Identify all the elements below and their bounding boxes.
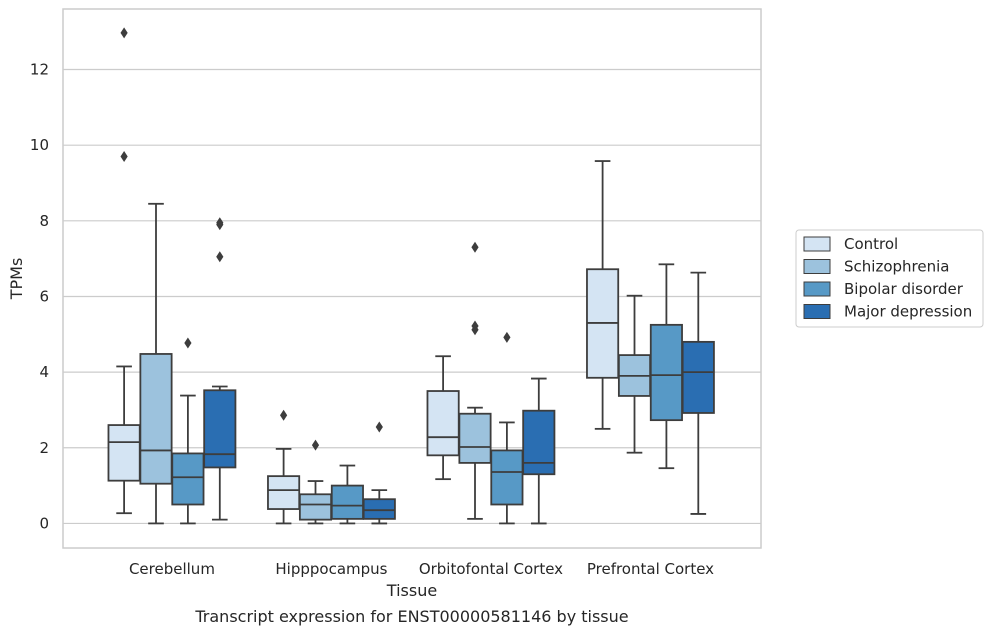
box-iqr (330, 484, 364, 520)
x-tick-label-prefrontal-cortex: Prefrontal Cortex (587, 560, 714, 578)
outlier-point (216, 217, 224, 229)
box-iqr (171, 452, 205, 506)
outlier-point (120, 27, 128, 39)
legend-label-bipolar-disorder: Bipolar disorder (844, 280, 964, 298)
chart-caption: Transcript expression for ENST0000058114… (194, 607, 628, 626)
box-orbitofontal-cortex-bipolar-disorder (490, 331, 524, 525)
plot-frame (62, 8, 762, 549)
outlier-point (280, 409, 288, 421)
box-prefrontal-cortex-major-depression (681, 271, 715, 515)
box-cerebellum-schizophrenia (139, 202, 173, 525)
legend-swatch-bipolar-disorder (803, 281, 831, 297)
x-tick-label-orbitofontal-cortex: Orbitofontal Cortex (419, 560, 563, 578)
legend-swatch-control (803, 236, 831, 252)
box-iqr (426, 390, 460, 457)
box-hipppocampus-major-depression (362, 421, 396, 525)
x-tick-label-hipppocampus: Hipppocampus (275, 560, 387, 578)
y-tick-label-12: 12 (30, 61, 49, 79)
box-iqr (522, 409, 556, 476)
box-iqr (107, 424, 141, 482)
legend-swatch-schizophrenia (803, 259, 831, 274)
legend-label-major-depression: Major depression (844, 303, 972, 321)
x-tick-labels: Cerebellum Hipppocampus Orbitofontal Corte… (129, 560, 714, 578)
y-tick-labels: 0 2 4 6 8 10 12 (30, 61, 49, 533)
y-tick-label-2: 2 (39, 439, 49, 457)
outlier-point (184, 337, 192, 349)
x-axis-label: Tissue (386, 581, 437, 600)
y-gridlines (63, 68, 761, 525)
outlier-point (503, 331, 511, 343)
legend-swatch-major-depression (803, 304, 831, 319)
box-hipppocampus-control (267, 409, 301, 525)
y-tick-label-6: 6 (39, 287, 49, 305)
outlier-point (471, 241, 479, 253)
box-cerebellum-control (107, 27, 141, 515)
box-iqr (267, 475, 301, 510)
legend-label-schizophrenia: Schizophrenia (844, 258, 949, 276)
outlier-point (471, 320, 479, 332)
legend: Control Schizophrenia Bipolar disorder Majo… (795, 229, 984, 328)
box-cerebellum-bipolar-disorder (171, 337, 205, 525)
box-iqr (298, 493, 333, 521)
box-prefrontal-cortex-control (586, 160, 620, 430)
y-tick-label-4: 4 (39, 363, 49, 381)
box-prefrontal-cortex-bipolar-disorder (649, 263, 683, 470)
x-tick-label-cerebellum: Cerebellum (129, 560, 215, 578)
box-iqr (139, 353, 173, 485)
box-iqr (203, 389, 237, 469)
box-iqr (490, 449, 524, 506)
box-hipppocampus-schizophrenia (298, 439, 333, 525)
y-axis-label: TPMs (7, 258, 26, 301)
box-orbitofontal-cortex-schizophrenia (458, 241, 492, 520)
box-orbitofontal-cortex-control (426, 355, 460, 481)
legend-label-control: Control (844, 235, 898, 253)
box-iqr (681, 340, 715, 414)
legend-frame (795, 229, 984, 328)
box-cerebellum-major-depression (203, 217, 237, 521)
y-tick-label-0: 0 (39, 514, 49, 532)
y-tick-label-8: 8 (39, 212, 49, 230)
outlier-point (216, 251, 224, 263)
box-orbitofontal-cortex-major-depression (522, 377, 556, 525)
outlier-point (120, 151, 128, 163)
box-iqr (649, 323, 683, 422)
box-hipppocampus-bipolar-disorder (330, 464, 364, 525)
outlier-point (375, 421, 383, 433)
box-iqr (458, 412, 492, 464)
outlier-point (311, 439, 320, 451)
box-prefrontal-cortex-schizophrenia (617, 294, 652, 454)
y-tick-label-10: 10 (30, 136, 49, 154)
box-iqr (362, 498, 396, 520)
box-groups (107, 27, 715, 525)
